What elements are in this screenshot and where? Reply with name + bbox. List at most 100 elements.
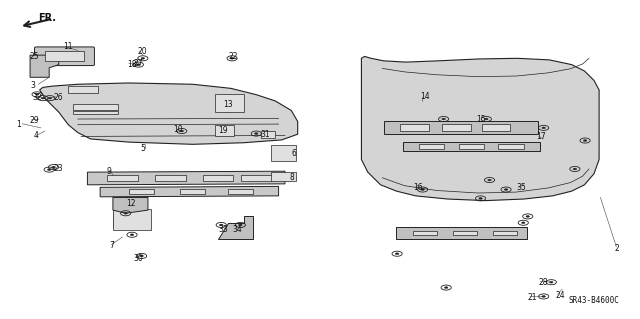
Polygon shape xyxy=(40,83,298,144)
Bar xyxy=(228,189,253,194)
Bar xyxy=(459,144,484,149)
Polygon shape xyxy=(113,197,148,213)
Bar xyxy=(155,175,186,181)
Text: 34: 34 xyxy=(233,225,243,234)
Circle shape xyxy=(444,287,448,288)
Text: 28: 28 xyxy=(539,278,548,287)
Bar xyxy=(419,144,444,149)
Text: 23: 23 xyxy=(54,164,63,173)
Bar xyxy=(499,144,524,149)
Text: 6: 6 xyxy=(291,149,296,158)
Circle shape xyxy=(255,133,258,134)
Bar xyxy=(400,124,429,131)
Text: 35: 35 xyxy=(516,183,526,192)
Text: 9: 9 xyxy=(106,167,111,176)
Circle shape xyxy=(573,168,577,170)
Circle shape xyxy=(396,253,399,255)
Polygon shape xyxy=(30,55,59,77)
Text: 29: 29 xyxy=(29,116,39,125)
Bar xyxy=(74,105,118,110)
Circle shape xyxy=(522,222,525,224)
Circle shape xyxy=(542,127,545,129)
FancyBboxPatch shape xyxy=(35,47,95,66)
Bar xyxy=(241,175,271,181)
Bar xyxy=(453,231,477,235)
Bar xyxy=(442,124,470,131)
Circle shape xyxy=(239,224,242,226)
Bar xyxy=(481,124,510,131)
Circle shape xyxy=(488,179,492,181)
Bar xyxy=(129,189,154,194)
Bar xyxy=(45,51,84,61)
Circle shape xyxy=(583,140,587,141)
Circle shape xyxy=(220,224,223,226)
Circle shape xyxy=(52,166,56,168)
Circle shape xyxy=(479,197,483,199)
Bar xyxy=(203,175,234,181)
Polygon shape xyxy=(396,226,527,239)
Polygon shape xyxy=(362,56,599,201)
Text: 25: 25 xyxy=(29,52,39,61)
Text: 26: 26 xyxy=(54,93,63,102)
Text: 7: 7 xyxy=(109,241,115,250)
Text: 22: 22 xyxy=(228,52,237,61)
Text: 32: 32 xyxy=(32,93,42,102)
Text: 15: 15 xyxy=(476,115,486,124)
Circle shape xyxy=(47,169,51,170)
Circle shape xyxy=(484,118,488,120)
Circle shape xyxy=(48,97,52,99)
Text: 31: 31 xyxy=(260,130,270,139)
Bar xyxy=(107,175,138,181)
Polygon shape xyxy=(100,186,278,197)
Bar xyxy=(493,231,517,235)
Circle shape xyxy=(141,57,145,59)
Circle shape xyxy=(130,234,134,236)
Text: 5: 5 xyxy=(140,144,145,153)
Text: 11: 11 xyxy=(63,42,73,51)
Text: 24: 24 xyxy=(556,291,565,300)
Circle shape xyxy=(550,281,553,283)
Bar xyxy=(260,131,275,138)
Text: 2: 2 xyxy=(614,243,619,253)
Circle shape xyxy=(526,216,529,217)
Text: SR43-B4600C: SR43-B4600C xyxy=(568,296,620,305)
Bar xyxy=(113,209,151,230)
Bar xyxy=(215,125,234,136)
Text: 30: 30 xyxy=(133,254,143,263)
Polygon shape xyxy=(88,171,285,185)
Bar xyxy=(271,172,296,181)
Text: 16: 16 xyxy=(413,183,423,192)
Circle shape xyxy=(41,97,45,99)
Text: 14: 14 xyxy=(420,92,430,101)
Text: 19: 19 xyxy=(219,126,228,135)
Circle shape xyxy=(542,295,545,297)
Text: 21: 21 xyxy=(528,293,537,301)
Text: 20: 20 xyxy=(138,47,147,56)
Polygon shape xyxy=(218,216,253,239)
Circle shape xyxy=(124,212,127,214)
Circle shape xyxy=(504,189,508,190)
Text: 33: 33 xyxy=(218,225,228,234)
Text: 1: 1 xyxy=(17,120,21,129)
Text: 27: 27 xyxy=(133,59,143,68)
Text: 13: 13 xyxy=(223,100,233,109)
Circle shape xyxy=(442,118,445,120)
Bar xyxy=(180,189,205,194)
Bar xyxy=(413,231,437,235)
Text: 17: 17 xyxy=(537,132,547,141)
Text: 4: 4 xyxy=(33,131,38,140)
Bar xyxy=(216,94,244,112)
Circle shape xyxy=(136,64,140,65)
Text: 10: 10 xyxy=(173,125,183,134)
Polygon shape xyxy=(403,142,540,151)
Polygon shape xyxy=(384,121,538,134)
Circle shape xyxy=(180,130,184,132)
Circle shape xyxy=(230,57,234,59)
Circle shape xyxy=(35,93,39,95)
Bar xyxy=(68,86,99,93)
Text: 8: 8 xyxy=(289,173,294,182)
Circle shape xyxy=(140,255,143,257)
Text: 3: 3 xyxy=(31,81,36,90)
Bar xyxy=(271,145,296,161)
Bar xyxy=(74,111,118,114)
